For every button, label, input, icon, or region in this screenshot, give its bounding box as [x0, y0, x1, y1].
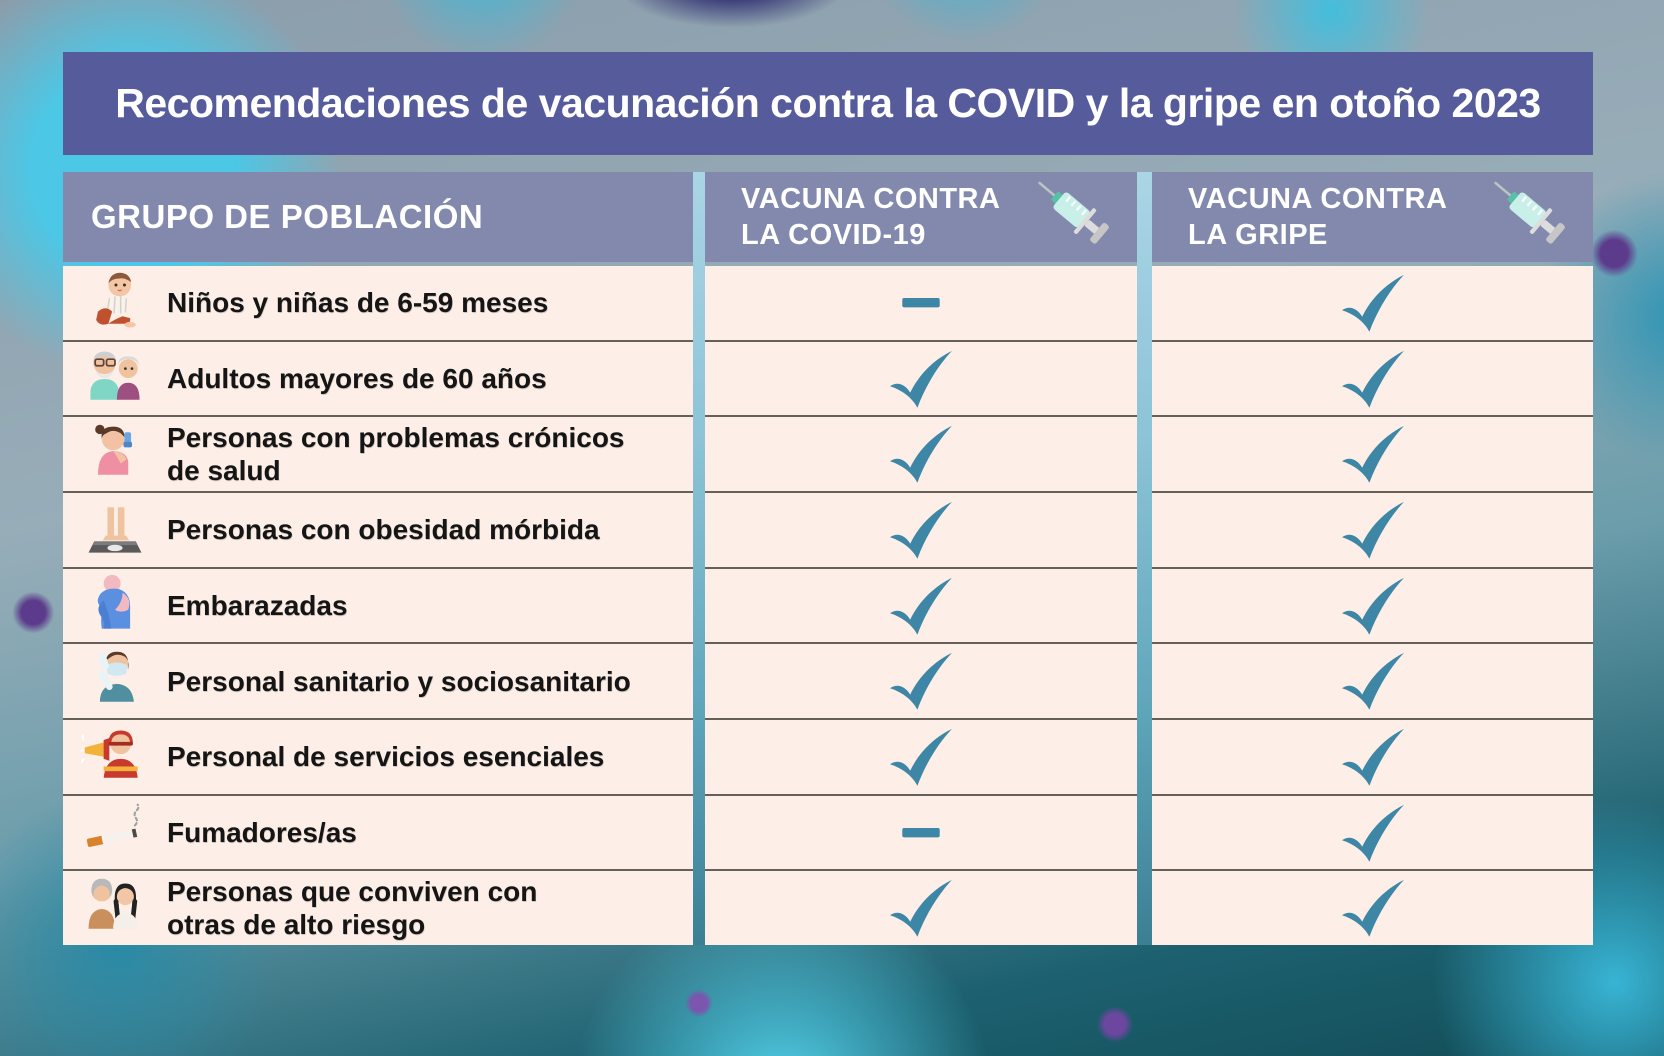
cigarette-icon [86, 803, 140, 847]
check-icon [1341, 804, 1404, 862]
population-row: Fumadores/as [63, 793, 693, 870]
gripe-cell [1152, 266, 1593, 340]
population-row: Personal de servicios esenciales [63, 718, 693, 794]
covid-cell [705, 339, 1137, 416]
gripe-cell [1152, 642, 1593, 719]
covid-mark-rows [705, 266, 1137, 946]
flu-mark-rows [1152, 266, 1593, 946]
row-label: Embarazadas [167, 590, 348, 621]
population-row: Personas que conviven con otras de alto … [63, 869, 693, 946]
population-group-header-label: GRUPO DE POBLACIÓN [91, 198, 484, 235]
row-label: Personal de servicios esenciales [167, 741, 605, 773]
population-rows: Niños y niñas de 6-59 meses Adultos mayor… [63, 266, 693, 946]
elderly-couple-icon [90, 351, 140, 400]
gripe-cell [1152, 566, 1593, 643]
population-row: Niños y niñas de 6-59 meses [63, 266, 693, 340]
covid-cell [705, 566, 1137, 643]
check-icon [1341, 728, 1404, 786]
pregnant-icon [97, 574, 131, 629]
check-icon [890, 501, 952, 559]
covid-cell [705, 642, 1137, 719]
column-population-group: GRUPO DE POBLACIÓN Niños y niñas de 6-59… [63, 172, 693, 946]
flu-header-line1: VACUNA CONTRA [1188, 182, 1448, 215]
covid-cell [705, 793, 1137, 870]
check-icon [1341, 653, 1404, 710]
baby-icon [96, 272, 136, 328]
covid-vaccine-header: VACUNA CONTRA LA COVID-19 [705, 172, 1137, 262]
row-label: Fumadores/as [167, 817, 357, 849]
check-icon [1341, 426, 1404, 483]
recommendation-table: GRUPO DE POBLACIÓN Niños y niñas de 6-59… [63, 172, 1593, 946]
population-row: Embarazadas [63, 566, 693, 643]
gripe-cell [1152, 869, 1593, 946]
poster: Recomendaciones de vacunación contra la … [63, 52, 1593, 946]
covid-header-line1: VACUNA CONTRA [741, 182, 1001, 215]
gripe-cell [1152, 718, 1593, 794]
page-title: Recomendaciones de vacunación contra la … [115, 80, 1541, 126]
column-covid-vaccine: VACUNA CONTRA LA COVID-19 [705, 172, 1137, 946]
check-icon [890, 350, 952, 408]
check-icon [890, 577, 952, 635]
row-label: Adultos mayores de 60 años [167, 362, 547, 394]
population-row: Adultos mayores de 60 años [63, 339, 693, 416]
syringe-icon [1494, 181, 1565, 244]
column-divider [1137, 172, 1152, 945]
covid-cell [705, 266, 1137, 340]
covid-cell [705, 415, 1137, 492]
household-icon [88, 878, 138, 929]
dash-icon [902, 297, 940, 308]
firefighter-icon [81, 730, 138, 778]
flu-vaccine-header: VACUNA CONTRA LA GRIPE [1152, 172, 1593, 262]
gripe-cell [1152, 793, 1593, 870]
gripe-cell [1152, 491, 1593, 567]
check-icon [890, 880, 952, 938]
gripe-cell [1152, 415, 1593, 492]
nurse-icon [98, 651, 134, 702]
population-row: Personas con obesidad mórbida [63, 491, 693, 567]
row-label: Niños y niñas de 6-59 meses [167, 287, 549, 319]
dash-icon [902, 827, 940, 837]
row-label: Personas con problemas crónicos de salud [167, 422, 625, 487]
title-banner: Recomendaciones de vacunación contra la … [63, 52, 1593, 155]
check-icon [890, 728, 952, 786]
covid-cell [705, 718, 1137, 794]
inhaler-icon [95, 424, 132, 475]
population-row: Personal sanitario y sociosanitario [63, 642, 693, 719]
check-icon [1341, 880, 1404, 938]
row-label: Personal sanitario y sociosanitario [167, 665, 631, 697]
population-row: Personas con problemas crónicos de salud [63, 415, 693, 492]
syringe-icon-slot-covid [1016, 163, 1120, 264]
gripe-cell [1152, 339, 1593, 416]
syringe-icon-slot-flu [1472, 163, 1576, 264]
check-icon [1341, 577, 1404, 635]
covid-cell [705, 869, 1137, 946]
check-icon [1341, 501, 1404, 559]
covid-cell [705, 491, 1137, 567]
row-label: Personas que conviven con otras de alto … [167, 876, 538, 941]
check-icon [1341, 350, 1404, 408]
check-icon [890, 426, 952, 483]
scale-icon [88, 507, 142, 553]
column-flu-vaccine: VACUNA CONTRA LA GRIPE [1152, 172, 1593, 946]
population-group-header: GRUPO DE POBLACIÓN [63, 172, 693, 262]
row-label: Personas con obesidad mórbida [167, 514, 600, 546]
syringe-icon [1038, 181, 1109, 244]
covid-header-line2: LA COVID-19 [741, 219, 926, 251]
check-icon [890, 653, 952, 710]
check-icon [1341, 274, 1404, 332]
column-divider [693, 172, 705, 945]
flu-header-line2: LA GRIPE [1188, 219, 1328, 251]
